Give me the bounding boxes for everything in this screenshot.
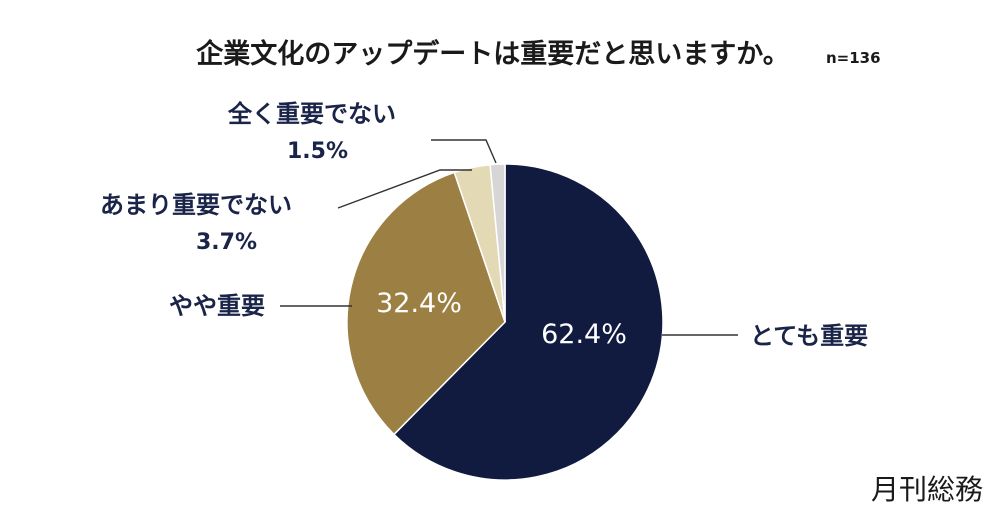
value-label-not-important-at-all: 1.5% <box>287 139 348 164</box>
leader-line-not-important-at-all <box>431 139 497 164</box>
leader-line-not-very-important <box>337 169 472 209</box>
slice-label-very-important: とても重要 <box>750 322 868 350</box>
chart-title: 企業文化のアップデートは重要だと思いますか。 <box>196 38 789 70</box>
source-logo-text: 月刊総務 <box>871 473 983 506</box>
value-label-very-important: 62.4% <box>541 319 627 350</box>
value-label-somewhat-important: 32.4% <box>376 288 462 319</box>
slice-very-important <box>392 163 664 481</box>
slice-label-somewhat-important: やや重要 <box>169 292 265 320</box>
value-label-not-very-important: 3.7% <box>196 230 257 255</box>
slice-label-not-very-important: あまり重要でない <box>100 191 292 219</box>
slice-somewhat-important <box>346 171 506 436</box>
slice-label-not-important-at-all: 全く重要でない <box>227 100 396 128</box>
slice-not-important-at-all <box>489 163 506 323</box>
sample-size-label: n=136 <box>826 49 881 67</box>
pie-slices <box>346 163 664 481</box>
